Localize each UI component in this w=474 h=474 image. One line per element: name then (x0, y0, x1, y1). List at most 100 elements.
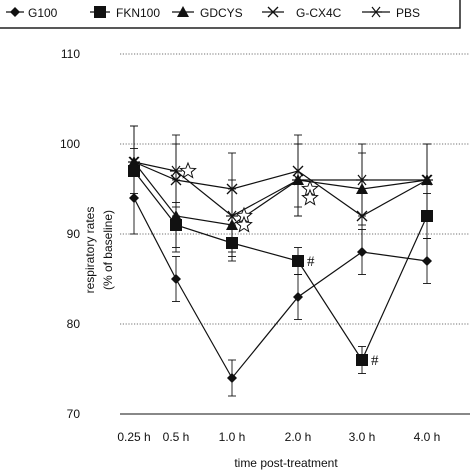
legend-label: GDCYS (200, 6, 243, 20)
diamond-shape (129, 193, 139, 203)
star-marker (179, 161, 197, 179)
data-point-pbs (170, 165, 182, 177)
star-marker (301, 188, 319, 206)
triangle-shape (177, 6, 189, 17)
x-tick-labels: 0.25 h 0.5 h 1.0 h 2.0 h 3.0 h 4.0 h (117, 430, 440, 444)
y-tick-100: 100 (60, 137, 80, 151)
diamond-shape (422, 256, 432, 266)
data-point-g-cx4c (226, 183, 238, 195)
data-point-g100 (293, 292, 303, 302)
data-point-gdcys (226, 219, 238, 230)
data-point-fkn100 (226, 237, 238, 249)
legend-entry-1: FKN100 (90, 6, 160, 20)
asterisk-stroke (293, 174, 303, 186)
triangle-shape (226, 219, 238, 230)
legend-marker (177, 6, 189, 17)
data-point-pbs (292, 174, 304, 186)
legend-label: G100 (28, 6, 58, 20)
asterisk-stroke (422, 174, 432, 186)
legend-marker-square (94, 6, 106, 18)
data-point-g100 (129, 193, 139, 203)
data-point-pbs (356, 174, 368, 186)
series-line-gdcys (133, 161, 428, 226)
legend-frame (0, 0, 461, 29)
diamond-shape (171, 274, 181, 284)
asterisk-stroke (227, 210, 237, 222)
legend-entry-2: GDCYS (172, 6, 243, 20)
x-stroke (226, 183, 238, 195)
gridlines (120, 53, 470, 415)
legend: G100 FKN100 GDCYS G-CX4C PBS (0, 0, 461, 29)
square-shape (94, 6, 106, 18)
data-point-g-cx4c (292, 165, 304, 177)
series-line-g-cx4c (133, 161, 428, 217)
data-point-pbs (421, 174, 433, 186)
legend-marker (10, 7, 20, 17)
legend-marker-x (267, 6, 279, 18)
square-shape (421, 210, 433, 222)
x-stroke (170, 174, 182, 186)
legend-entry-3: G-CX4C (262, 6, 342, 20)
x-stroke (267, 6, 279, 18)
data-point-g100 (171, 274, 181, 284)
x-tick-3: 2.0 h (285, 430, 312, 444)
y-tick-labels: 70 80 90 100 110 (60, 47, 80, 421)
significance-stars (179, 161, 319, 233)
legend-marker-diamond (10, 7, 20, 17)
legend-marker-triangle (177, 6, 189, 17)
y-tick-70: 70 (67, 407, 81, 421)
x-axis-title: time post-treatment (234, 456, 338, 470)
legend-label: FKN100 (116, 6, 160, 20)
square-shape (128, 165, 140, 177)
data-point-g100 (227, 373, 237, 383)
legend-label: G-CX4C (296, 6, 342, 20)
annotations: ## (307, 254, 379, 369)
annotation-hash: # (371, 353, 379, 369)
data-point-pbs (128, 156, 140, 168)
square-shape (356, 354, 368, 366)
x-tick-4: 3.0 h (349, 430, 376, 444)
data-point-g-cx4c (170, 174, 182, 186)
data-point-fkn100 (292, 255, 304, 267)
data-point-fkn100 (421, 210, 433, 222)
data-point-fkn100 (170, 219, 182, 231)
annotation-hash: # (307, 254, 315, 270)
series-line-pbs (133, 161, 427, 217)
asterisk-stroke (371, 6, 381, 18)
square-shape (170, 219, 182, 231)
data-point-g100 (422, 256, 432, 266)
legend-entry-0: G100 (6, 6, 58, 20)
x-tick-0: 0.25 h (117, 430, 150, 444)
y-tick-110: 110 (61, 47, 80, 61)
diamond-shape (10, 7, 20, 17)
diamond-shape (357, 247, 367, 257)
diamond-shape (227, 373, 237, 383)
square-shape (226, 237, 238, 249)
legend-marker (370, 6, 382, 18)
y-tick-90: 90 (67, 227, 81, 241)
diamond-shape (293, 292, 303, 302)
square-shape (292, 255, 304, 267)
series-lines (133, 161, 428, 380)
legend-marker (267, 6, 279, 18)
data-point-gdcys (356, 183, 368, 194)
triangle-shape (170, 210, 182, 221)
y-axis-title-line-2: (% of baseline) (101, 210, 115, 290)
series-line-g100 (133, 197, 428, 380)
data-point-g100 (357, 247, 367, 257)
asterisk-stroke (357, 174, 367, 186)
y-tick-80: 80 (67, 317, 81, 331)
data-point-pbs (226, 210, 238, 222)
series-markers (128, 156, 433, 383)
star-marker (235, 215, 253, 233)
legend-marker-asterisk (370, 6, 382, 18)
triangle-shape (356, 183, 368, 194)
legend-marker (94, 6, 106, 18)
asterisk-stroke (171, 165, 181, 177)
y-axis-title-line-1: respiratory rates (83, 207, 97, 294)
data-point-fkn100 (128, 165, 140, 177)
data-point-fkn100 (356, 354, 368, 366)
data-point-gdcys (170, 210, 182, 221)
x-stroke (356, 210, 368, 222)
